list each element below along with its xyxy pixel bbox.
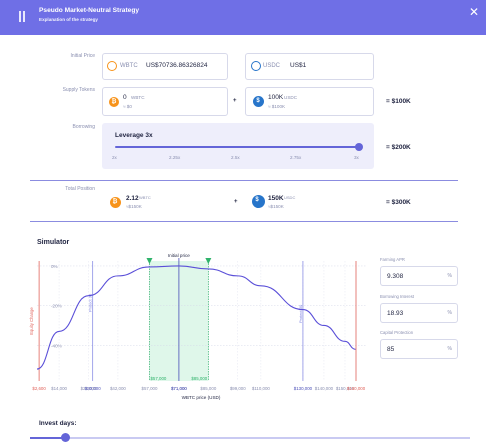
borrowing-label: Borrowing: [72, 124, 95, 130]
capital-protection-unit: %: [447, 346, 452, 352]
x-tick-label: $14,000: [51, 386, 67, 391]
wbtc-icon: [109, 97, 119, 107]
x-axis-label: WBTC price (USD): [182, 395, 221, 400]
borrowing-interest-input[interactable]: 18.93 %: [380, 303, 458, 323]
invest-days-label: Invest days:: [39, 420, 77, 427]
farming-apr-label: Farming APR: [380, 257, 405, 262]
leverage-tick: 2x: [112, 155, 117, 160]
plus-sign: +: [233, 98, 237, 104]
capital-protection-value: 85: [387, 346, 395, 353]
modal-subtitle[interactable]: Explanation of the strategy: [39, 17, 98, 22]
invest-days-slider-thumb[interactable]: [61, 433, 70, 442]
capital-protection-label: Capital Protection: [380, 330, 414, 335]
x-tick-label: $99,000: [230, 386, 246, 391]
supply-btc-field[interactable]: [102, 87, 228, 116]
position-btc-symbol: WBTC: [139, 195, 151, 200]
total-position-label: Total Position: [65, 186, 95, 192]
protect-low-label: Protect 30: [88, 293, 93, 312]
leverage-tick: 2.5x: [231, 155, 240, 160]
liquidation-high-tick: $160,000: [347, 386, 366, 391]
simulator-title: Simulator: [37, 239, 70, 246]
borrowing-interest-label: Borrowing Interest: [380, 294, 414, 299]
x-tick-label: $71,000: [171, 386, 187, 391]
initial-price-btc-symbol: WBTC: [120, 63, 138, 69]
equity-curve: [36, 265, 356, 370]
farming-apr-input[interactable]: 9.308 %: [380, 266, 458, 286]
range-high-label: $85,000: [191, 376, 207, 381]
farming-apr-unit: %: [447, 273, 452, 279]
y-tick-label: -20%: [51, 304, 62, 309]
close-icon[interactable]: ✕: [468, 5, 480, 19]
liquidation-low-tick: $2,600: [32, 386, 46, 391]
initial-price-btc-value: US$70736.86326824: [146, 62, 208, 69]
initial-price-usdc-field[interactable]: [245, 53, 374, 80]
y-axis-label: Equity Change: [29, 307, 34, 335]
usdc-icon: [252, 195, 265, 208]
leverage-slider-track[interactable]: [115, 146, 360, 148]
leverage-label: Leverage 3x: [115, 132, 153, 139]
range-high-marker: [205, 258, 212, 264]
wbtc-icon: [110, 197, 121, 208]
initial-price-usdc-symbol: USDC: [263, 63, 281, 69]
protect-low-tick: $30,000: [85, 386, 101, 391]
borrowing-interest-unit: %: [447, 310, 452, 316]
protect-high-label: Protect 30: [298, 304, 303, 323]
x-tick-label: $28,000: [81, 386, 97, 391]
position-usdc-usd: ≈$150K: [268, 204, 284, 209]
supply-btc-symbol: WBTC: [131, 95, 145, 100]
range-low-label: $57,000: [150, 376, 166, 381]
position-btc-usd: ≈$150K: [126, 204, 142, 209]
supply-tokens-label: Supply Tokens: [62, 87, 95, 93]
x-tick-label: $150,000: [336, 386, 355, 391]
leverage-tick: 2.75x: [290, 155, 302, 160]
range-low-marker: [146, 258, 153, 264]
invest-days-slider-fill: [30, 437, 67, 439]
current-price-tick: $71,000: [171, 386, 187, 391]
initial-price-label: Initial Price: [70, 53, 95, 59]
x-tick-label: $57,000: [142, 386, 158, 391]
x-tick-label: $85,000: [200, 386, 216, 391]
section-divider: [30, 221, 458, 222]
initial-price-btc-field[interactable]: [102, 53, 228, 80]
x-tick-label: $42,000: [110, 386, 126, 391]
capital-protection-input[interactable]: 85 %: [380, 339, 458, 359]
position-btc-amount: 2.12: [126, 195, 139, 202]
modal-header: Pseudo Market-Neutral Strategy Explanati…: [0, 0, 486, 35]
plus-sign: +: [234, 199, 238, 205]
leverage-slider-thumb[interactable]: [355, 143, 363, 151]
borrowing-interest-value: 18.93: [387, 310, 404, 317]
section-divider: [30, 180, 458, 181]
protect-high-tick: $130,000: [294, 386, 313, 391]
initial-price-usdc-value: US$1: [290, 62, 307, 69]
farming-apr-value: 9.308: [387, 273, 404, 280]
modal-title: Pseudo Market-Neutral Strategy: [39, 7, 140, 14]
equity-chart: 0% -20% -40% Protect 30 Protect 30 $57,000 $85…: [29, 253, 366, 400]
x-tick-label: $140,000: [315, 386, 334, 391]
y-tick-label: 0%: [51, 264, 58, 269]
invest-days-slider-track[interactable]: [30, 437, 470, 439]
supply-btc-amount: 0: [123, 94, 127, 101]
logo-icon: [19, 11, 25, 22]
x-tick-label: $110,000: [252, 386, 271, 391]
supply-usdc-field[interactable]: [245, 87, 374, 116]
supply-usdc-amount: 100K: [268, 94, 284, 101]
supply-total: = $100K: [386, 98, 411, 105]
usdc-icon: [251, 61, 261, 71]
y-tick-label: -40%: [51, 343, 62, 348]
wbtc-icon: [107, 61, 117, 71]
leverage-tick: 2.25x: [169, 155, 181, 160]
supply-btc-usd: ≈ $0: [123, 104, 132, 109]
initial-price-label: Initial price: [168, 253, 190, 258]
leverage-tick: 3x: [354, 155, 359, 160]
borrowing-total: = $200K: [386, 144, 411, 151]
position-usdc-symbol: USDC: [284, 195, 296, 200]
position-total: = $300K: [386, 199, 411, 206]
supply-usdc-symbol: USDC: [284, 95, 298, 100]
supply-usdc-usd: ≈ $100K: [268, 104, 286, 109]
usdc-icon: [253, 96, 264, 107]
position-usdc-amount: 150K: [268, 195, 284, 202]
